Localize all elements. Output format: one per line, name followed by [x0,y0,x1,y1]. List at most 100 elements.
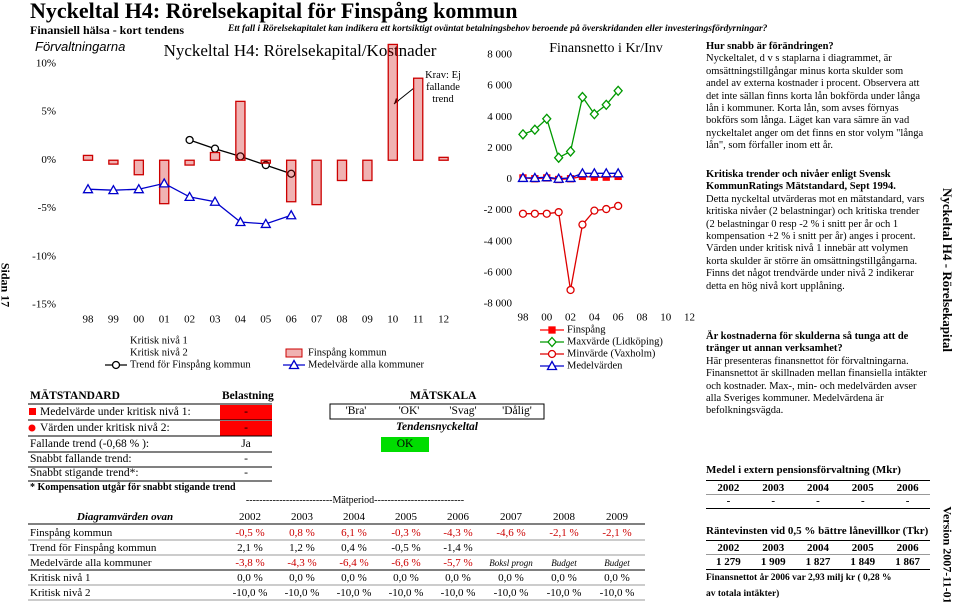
y-tick-label: 5% [41,106,56,118]
cell-value: 0,0 % [498,572,524,584]
marker [565,146,576,157]
year-header: 2008 [553,511,575,523]
year-header: 2005 [395,511,417,523]
ms-footnote: * Kompensation utgår för snabbt stigande… [30,482,236,493]
cell-value: -0,5 % [391,542,421,554]
subtitle: Finansiell hälsa - kort tendens [30,23,185,37]
marker [518,128,528,140]
sidebar-note: av totala intäkter) [706,589,780,599]
marker [107,184,120,195]
table-header: 2005 [840,480,886,495]
ms-scale: 'Bra' [345,405,367,417]
table-header: 2004 [795,480,841,495]
x-tick-label: 12 [684,312,695,324]
marker [285,209,297,220]
table-title: Medel i extern pensionsförvaltning (Mkr) [706,464,901,476]
table-value: - [750,494,796,509]
cell-value: 0,0 % [237,572,263,584]
table-value: - [795,494,841,509]
sidebar-section: Kritiska trender och nivåer enligt Svens… [706,169,928,293]
legend-label: Kritisk nivå 2 [130,347,188,358]
bar [260,159,272,164]
table-value: - [840,494,886,509]
ms-tendens-value: OK [396,438,414,450]
row-label: Kritisk nivå 1 [30,572,91,584]
y-tick-label: -8 000 [484,298,513,310]
cell-value: -6,4 % [339,557,369,569]
version: Version 2007-11-01 [940,506,954,602]
marker [547,349,557,359]
bar [133,159,145,176]
cell-value: -10,0 % [546,587,582,599]
bar [362,159,373,182]
marker [554,208,563,217]
year-header: 2002 [239,511,261,523]
table-value: - [885,494,930,509]
table-value: - [706,494,751,509]
section-heading: Hur snabb är förändringen? [706,41,834,52]
marker [287,169,296,178]
ms-title: MÄTSTANDARD [30,390,120,402]
x-tick-label: 02 [565,312,576,324]
year-header: 2004 [343,511,365,523]
series-line [523,205,619,291]
marker [183,191,196,202]
marker [547,336,557,348]
ms-row-value: - [244,422,248,434]
ms-row-label: Medelvärde under kritisk nivå 1: [40,406,191,418]
section-text: Här presenteras finansnettot för förvalt… [706,355,927,417]
page-label: Sidan 17 [0,263,12,307]
y-tick-label: 0% [41,154,56,166]
x-tick-label: 07 [311,314,323,326]
y-tick-label: 8 000 [487,49,512,61]
marker [577,91,588,103]
ms-row-value: - [244,453,248,465]
cell-value: -10,0 % [599,587,635,599]
x-tick-label: 04 [589,312,601,324]
table-value: 1 279 [706,555,751,570]
marker [612,167,624,178]
year-header: 2003 [291,511,313,523]
ms-row-value: Ja [241,438,251,450]
cell-value: -10,0 % [336,587,372,599]
marker [210,144,220,153]
cell-value: -10,0 % [388,587,424,599]
y-tick-label: 6 000 [487,80,512,92]
marker [82,183,94,194]
y-tick-label: 4 000 [487,111,512,123]
marker [541,113,552,125]
marker [518,209,528,218]
marker [234,216,247,227]
ms-row-label: Värden under kritisk nivå 2: [40,422,170,434]
ms-scale: 'Svag' [449,405,477,417]
legend-label: Medelvärden [567,360,623,371]
x-tick-label: 12 [438,314,449,326]
marker [588,167,600,178]
x-tick-label: 11 [413,314,424,326]
cell-value: Budget [551,558,577,568]
table-header: 2005 [840,540,886,555]
period-label: --------------------------Mätperiod-----… [245,495,465,506]
y-tick-label: -6 000 [484,266,513,278]
cell-value: 2,1 % [237,542,263,554]
ms-scale-header: MÄTSKALA [410,390,477,402]
page-title: Nyckeltal H4: Rörelsekapital för Finspån… [30,0,518,23]
section-heading: Kritiska trender och nivåer enligt Svens… [706,169,896,193]
bar [336,159,348,182]
legend-label: Finspång kommun [308,347,387,358]
annotation: Krav: Ej fallande trend [425,70,461,105]
scale-ok-bg [381,437,429,452]
marker [553,152,564,164]
x-tick-label: 00 [541,312,553,324]
table-header: 2002 [706,480,751,495]
cell-value: Boksl progn [489,558,533,568]
marker [158,177,170,188]
cell-value: 0,0 % [393,572,419,584]
marker [578,220,587,229]
cell-value: Budget [604,558,630,568]
section-text: Detta nyckeltal utvärderas mot en mätsta… [706,193,925,292]
marker [542,209,551,218]
legend-label: Maxvärde (Lidköping) [567,336,663,347]
